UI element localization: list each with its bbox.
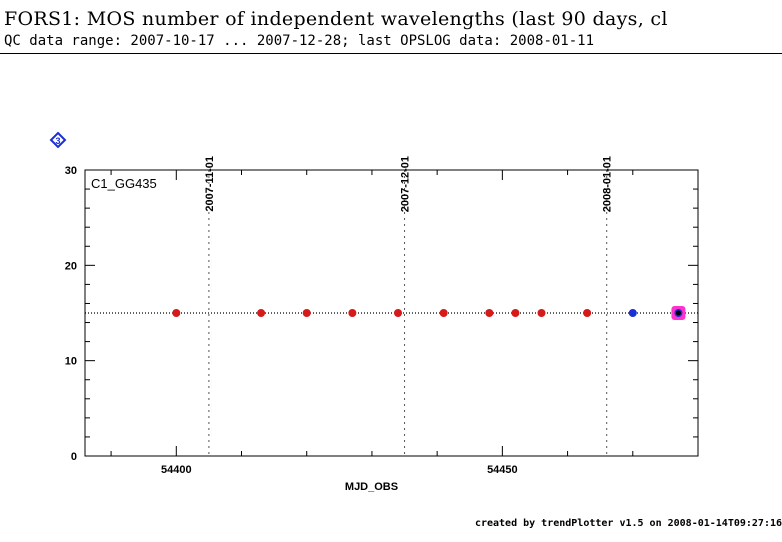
y-tick-label: 30: [65, 165, 77, 177]
plot-frame: [84, 169, 699, 457]
badge-number: 3: [55, 136, 60, 146]
data-point: [257, 309, 266, 317]
data-point: [394, 309, 403, 317]
x-axis-label: MJD_OBS: [345, 481, 398, 493]
y-tick-label: 10: [65, 356, 77, 368]
date-marker-label: 2008-01-01: [602, 156, 614, 212]
y-tick-label: 0: [71, 451, 77, 463]
data-range-subtitle: QC data range: 2007-10-17 ... 2007-12-28…: [4, 33, 595, 49]
data-point: [172, 309, 181, 317]
date-marker-label: 2007-11-01: [204, 156, 216, 212]
x-tick-label: 54400: [161, 464, 192, 476]
latest-point-center: [675, 310, 681, 316]
data-point: [511, 309, 520, 317]
chart-title: FORS1: MOS number of independent wavelen…: [4, 8, 668, 30]
data-points: [172, 306, 686, 320]
data-point: [583, 309, 592, 317]
tick-labels: 2007-11-01 2007-12-01 2008-01-01 0 10 20 30 544…: [65, 156, 614, 476]
badge-icon: 3: [49, 131, 67, 149]
x-tick-label: 54450: [487, 464, 518, 476]
header-divider: [0, 53, 782, 54]
data-point: [302, 309, 311, 317]
data-point: [348, 309, 357, 317]
axis-ticks: [85, 169, 699, 457]
data-point: [485, 309, 494, 317]
data-point: [628, 309, 637, 317]
panel-label: C1_GG435: [91, 176, 157, 191]
y-tick-label: 20: [65, 260, 77, 272]
date-marker-label: 2007-12-01: [400, 156, 412, 212]
data-point: [537, 309, 546, 317]
data-point: [439, 309, 448, 317]
footer-credit: created by trendPlotter v1.5 on 2008-01-…: [474, 518, 782, 529]
